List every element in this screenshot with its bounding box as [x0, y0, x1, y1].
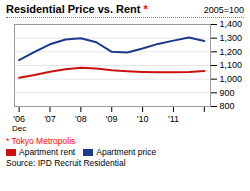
svg-text:'07: '07 — [44, 114, 56, 124]
svg-text:'06: '06 — [13, 114, 25, 124]
html-text:2005=100: 2005=100 — [203, 5, 244, 15]
svg-text:'11: '11 — [168, 114, 179, 124]
svg-text:'09: '09 — [106, 114, 118, 124]
svg-text:800: 800 — [220, 101, 235, 111]
svg-text:900: 900 — [220, 88, 235, 98]
html-text:Source: IPD Recruit Residentia: Source: IPD Recruit Residential — [6, 158, 126, 168]
svg-text:1,100: 1,100 — [220, 60, 243, 70]
html-text:Apartment price: Apartment price — [96, 147, 157, 157]
svg-text:Dec: Dec — [12, 124, 26, 133]
svg-text:'10: '10 — [137, 114, 149, 124]
svg-text:1,000: 1,000 — [220, 74, 243, 84]
svg-text:1,300: 1,300 — [220, 33, 243, 43]
svg-text:1,200: 1,200 — [220, 47, 243, 57]
html-text:* Tokyo Metropolis: * Tokyo Metropolis — [6, 136, 76, 146]
svg-text:'08: '08 — [75, 114, 87, 124]
svg-text:1,400: 1,400 — [220, 19, 243, 29]
html-text:Residential Price vs. Rent *: Residential Price vs. Rent * — [6, 3, 148, 15]
html-text:Apartment rent: Apartment rent — [19, 147, 76, 157]
